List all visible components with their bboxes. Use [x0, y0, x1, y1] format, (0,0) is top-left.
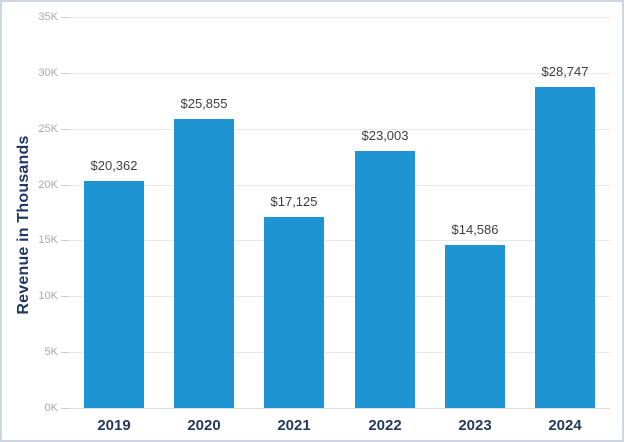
gridline-10K: [69, 296, 610, 297]
y-tick-mark: [61, 408, 69, 409]
gridline-35K: [69, 17, 610, 18]
gridline-25K: [69, 129, 610, 130]
y-tick-label: 35K: [38, 11, 58, 23]
gridline-15K: [69, 240, 610, 241]
value-label-2022: $23,003: [361, 128, 409, 143]
value-label-2019: $20,362: [90, 158, 138, 173]
bar-2024: [535, 87, 595, 408]
bar-2020: [174, 119, 234, 408]
value-label-2024: $28,747: [541, 64, 589, 79]
y-tick-label: 25K: [38, 123, 58, 135]
gridline-30K: [69, 73, 610, 74]
y-tick-mark: [61, 17, 69, 18]
bar-2021: [264, 217, 324, 408]
y-tick-label: 30K: [38, 67, 58, 79]
y-tick-mark: [61, 240, 69, 241]
value-label-2021: $17,125: [270, 194, 318, 209]
value-label-2023: $14,586: [451, 222, 499, 237]
gridline-5K: [69, 352, 610, 353]
y-tick-mark: [61, 129, 69, 130]
gridline-0K: [69, 408, 610, 409]
x-tick-label-2019: 2019: [97, 417, 131, 434]
y-axis-title: Revenue in Thousands: [15, 135, 32, 315]
x-tick-label-2023: 2023: [458, 417, 492, 434]
x-tick-label-2022: 2022: [368, 417, 402, 434]
y-tick-label: 20K: [38, 179, 58, 191]
bar-2023: [445, 245, 505, 408]
y-tick-mark: [61, 352, 69, 353]
x-tick-label-2021: 2021: [277, 417, 311, 434]
y-tick-label: 10K: [38, 290, 58, 302]
y-tick-mark: [61, 296, 69, 297]
bar-2022: [355, 151, 415, 408]
value-label-2020: $25,855: [180, 96, 228, 111]
x-tick-label-2020: 2020: [187, 417, 221, 434]
bar-2019: [84, 181, 144, 408]
y-tick-label: 15K: [38, 234, 58, 246]
y-tick-label: 5K: [44, 346, 58, 358]
gridline-20K: [69, 185, 610, 186]
x-tick-label-2024: 2024: [548, 417, 582, 434]
y-tick-mark: [61, 73, 69, 74]
y-tick-mark: [61, 185, 69, 186]
y-tick-label: 0K: [44, 402, 58, 414]
